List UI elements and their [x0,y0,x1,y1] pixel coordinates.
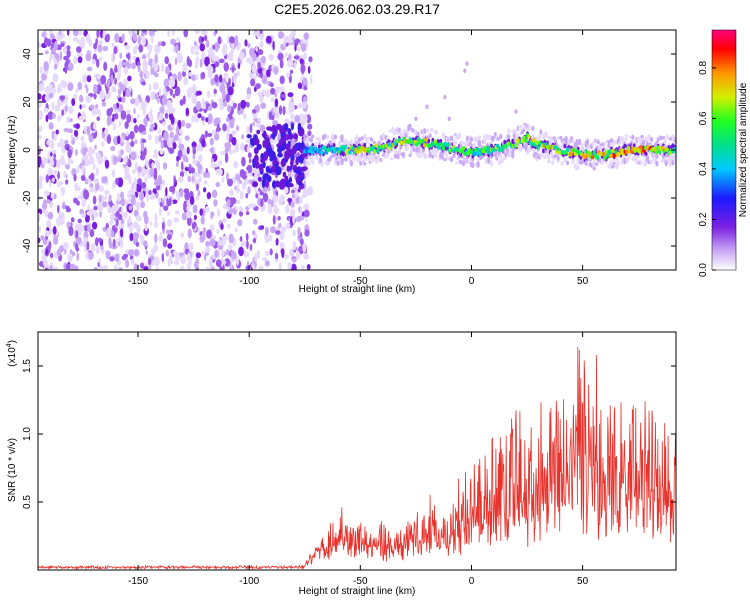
spectrogram-y-tick-label: 0 [22,147,33,153]
spectrogram-y-ticks: -40 -20 0 20 40 [22,48,676,253]
snr-y-label: SNR (10 * v/v) [7,438,18,502]
snr-x-tick-label: -150 [128,576,148,587]
snr-exponent: (x104) [6,340,18,367]
colorbar-tick-label: 0.4 [698,162,709,176]
colorbar: 0.0 0.2 0.4 0.6 0.8 Normalized spectral ampl… [698,29,749,277]
spectrogram-y-tick-label: -20 [22,190,33,205]
spectrogram-panel: -150 -100 -50 0 50 -40 -20 0 20 40 Height of str… [7,29,677,295]
snr-y-tick-label: 1.0 [22,427,33,441]
snr-panel: -150 -100 -50 0 50 0.5 1.0 1.5 Height of strai… [6,331,677,597]
spectrogram-y-tick-label: -40 [22,238,33,253]
svg-text:(x104): (x104) [6,340,18,367]
snr-y-tick-label: 1.5 [22,359,33,373]
spectrogram-x-ticks: -150 -100 -50 0 50 [128,30,589,287]
snr-x-ticks: -150 -100 -50 0 50 [128,332,589,587]
spectrogram-x-tick-label: 50 [577,276,589,287]
spectrogram-x-tick-label: 0 [469,276,475,287]
snr-y-tick-label: 0.5 [22,495,33,509]
snr-frame [37,331,677,571]
snr-y-ticks: 0.5 1.0 1.5 [22,359,676,509]
spectrogram-y-label: Frequency (Hz) [7,116,18,185]
spectrogram-y-tick-label: 40 [22,48,33,60]
snr-exponent-base: (x10 [7,347,18,367]
colorbar-tick-label: 0.0 [698,263,709,277]
snr-x-label: Height of straight line (km) [299,586,416,597]
figure-title: C2E5.2026.062.03.29.R17 [274,1,440,17]
snr-x-tick-label: -50 [353,576,368,587]
colorbar-label: Normalized spectral amplitude [738,82,749,217]
colorbar-gradient [711,29,737,271]
snr-series-line [38,346,676,570]
colorbar-ticks: 0.0 0.2 0.4 0.6 0.8 [698,61,716,277]
spectrogram-x-label: Height of straight line (km) [299,284,416,295]
colorbar-tick-label: 0.6 [698,111,709,125]
snr-exponent-close: ) [7,340,18,343]
spectrogram-x-tick-label: -100 [239,276,259,287]
spectrogram-x-tick-label: -150 [128,276,148,287]
snr-exponent-power: 4 [6,343,13,347]
spectrogram-x-tick-label: -50 [353,276,368,287]
snr-x-tick-label: 0 [469,576,475,587]
spectrogram-heatmap [38,30,676,270]
snr-x-tick-label: 50 [577,576,589,587]
snr-x-tick-label: -100 [239,576,259,587]
spectrogram-y-tick-label: 20 [22,96,33,108]
colorbar-tick-label: 0.2 [698,212,709,226]
colorbar-tick-label: 0.8 [698,61,709,75]
